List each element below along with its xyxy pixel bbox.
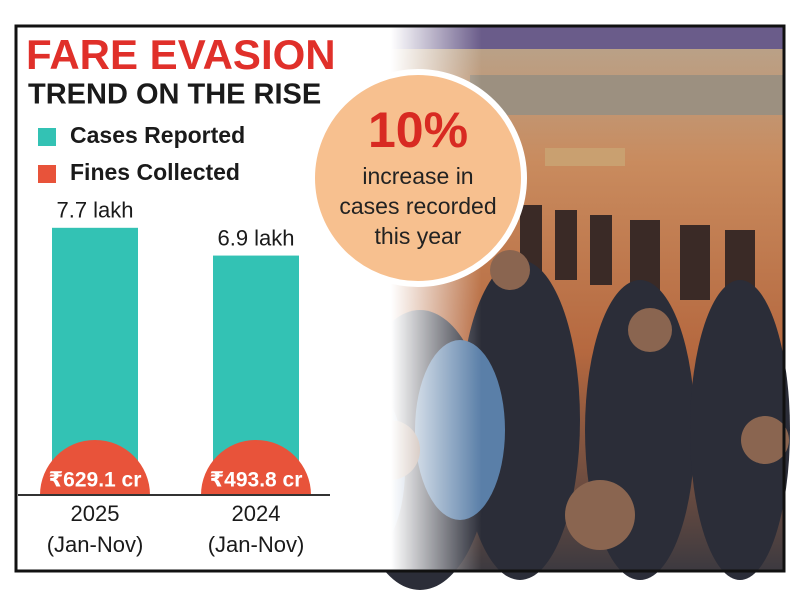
callout-text: increase in [362, 163, 473, 189]
value-label: ₹629.1 cr [49, 469, 142, 492]
plot: Cases Reported Fines Collected 7.7 lakh ₹62… [18, 122, 330, 557]
callout-circle [309, 69, 527, 287]
chart-subtitle: TREND ON THE RISE [28, 79, 321, 111]
value-label: 7.7 lakh [56, 198, 133, 223]
callout-text: cases recorded [339, 193, 496, 219]
x-tick-label: 2024 [232, 501, 281, 526]
legend-swatch [38, 165, 56, 183]
legend-label: Fines Collected [70, 159, 240, 185]
frame [14, 24, 786, 573]
callout: 10% increase in cases recorded this year [309, 69, 527, 287]
x-tick-sublabel: (Jan-Nov) [208, 532, 305, 557]
callout-headline: 10% [368, 102, 468, 158]
chart-title: FARE EVASION [26, 31, 336, 78]
fine-marker [201, 440, 311, 495]
value-label: ₹493.8 cr [210, 469, 303, 492]
legend-swatch [38, 128, 56, 146]
callout-text: this year [375, 223, 462, 249]
x-tick-sublabel: (Jan-Nov) [47, 532, 144, 557]
fine-marker [40, 440, 150, 495]
legend-label: Cases Reported [70, 122, 245, 148]
value-label: 6.9 lakh [217, 225, 294, 250]
x-tick-label: 2025 [71, 501, 120, 526]
